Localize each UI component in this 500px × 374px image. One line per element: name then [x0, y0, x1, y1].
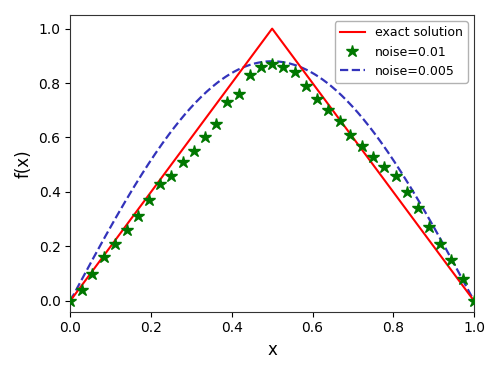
noise=0.005	[309, 70, 315, 75]
noise=0.01	[370, 154, 376, 159]
noise=0.01	[90, 272, 96, 276]
noise=0.01	[101, 255, 107, 260]
Legend: exact solution, noise=0.01, noise=0.005: exact solution, noise=0.01, noise=0.005	[335, 21, 468, 83]
noise=0.01	[269, 62, 275, 66]
noise=0.01	[426, 225, 432, 230]
noise=0.01	[326, 108, 332, 113]
noise=0.01	[359, 143, 365, 148]
noise=0.01	[146, 198, 152, 202]
noise=0.01	[404, 190, 409, 194]
noise=0.01	[124, 228, 130, 232]
noise=0.01	[314, 97, 320, 102]
noise=0.005	[268, 59, 274, 64]
noise=0.01	[460, 277, 466, 281]
noise=0.01	[213, 122, 219, 126]
noise=0.01	[157, 181, 163, 186]
exact solution	[68, 298, 73, 303]
noise=0.01	[471, 298, 477, 303]
noise=0.01	[78, 288, 84, 292]
noise=0.01	[438, 242, 444, 246]
noise=0.01	[280, 64, 286, 69]
noise=0.01	[112, 242, 117, 246]
noise=0.01	[246, 73, 252, 77]
noise=0.01	[415, 206, 421, 211]
Line: noise=0.005: noise=0.005	[70, 61, 474, 301]
exact solution	[471, 298, 477, 303]
noise=0.005	[68, 296, 74, 301]
noise=0.005	[434, 232, 440, 236]
noise=0.01	[348, 132, 354, 137]
noise=0.005	[409, 187, 415, 192]
noise=0.01	[392, 174, 398, 178]
noise=0.01	[191, 149, 197, 153]
noise=0.005	[308, 70, 314, 74]
noise=0.01	[68, 298, 73, 303]
noise=0.01	[168, 174, 174, 178]
noise=0.01	[302, 83, 308, 88]
noise=0.01	[134, 214, 140, 219]
exact solution	[269, 27, 275, 31]
Y-axis label: f(x): f(x)	[15, 149, 33, 178]
noise=0.01	[292, 70, 298, 74]
noise=0.01	[180, 160, 186, 164]
noise=0.005	[471, 298, 477, 303]
noise=0.01	[382, 165, 388, 170]
noise=0.01	[202, 135, 207, 140]
noise=0.01	[336, 119, 342, 123]
noise=0.01	[224, 100, 230, 104]
noise=0.01	[236, 92, 242, 96]
Line: exact solution: exact solution	[70, 29, 474, 301]
noise=0.01	[258, 64, 264, 69]
Line: noise=0.01: noise=0.01	[64, 58, 480, 307]
noise=0.01	[448, 258, 454, 262]
noise=0.005	[316, 74, 322, 79]
X-axis label: x: x	[267, 341, 277, 359]
noise=0.005	[68, 298, 73, 303]
